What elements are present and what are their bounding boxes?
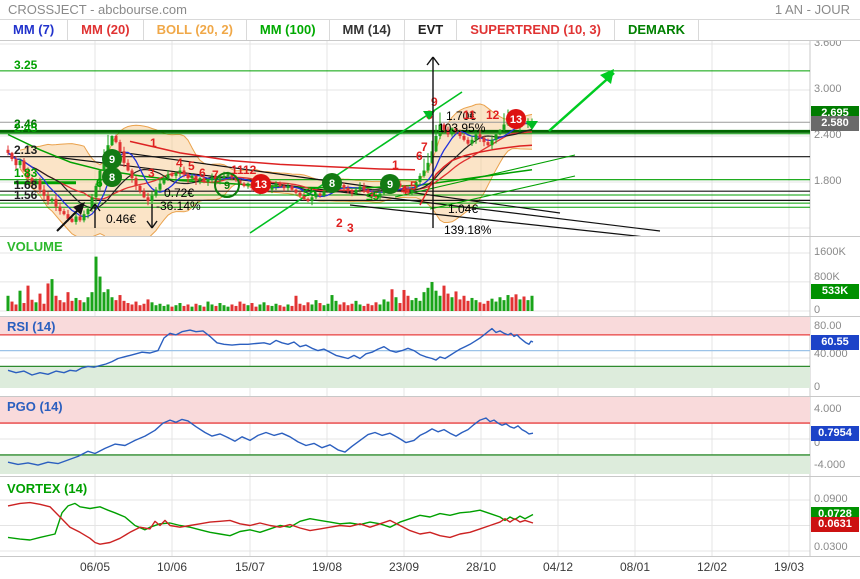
svg-text:1.04€: 1.04€ bbox=[448, 202, 478, 216]
svg-text:≤5: ≤5 bbox=[303, 185, 317, 199]
svg-text:13: 13 bbox=[510, 114, 522, 126]
legend-item-supertrend-10-3[interactable]: SUPERTREND (10, 3) bbox=[457, 20, 615, 40]
svg-text:7: 7 bbox=[421, 140, 428, 154]
legend-item-mm-20[interactable]: MM (20) bbox=[68, 20, 144, 40]
svg-text:3: 3 bbox=[148, 166, 155, 180]
svg-text:11: 11 bbox=[463, 108, 476, 122]
svg-text:11: 11 bbox=[231, 163, 244, 177]
legend-item-mm-14[interactable]: MM (14) bbox=[330, 20, 405, 40]
svg-text:3: 3 bbox=[347, 221, 354, 235]
svg-text:9: 9 bbox=[109, 154, 115, 166]
svg-text:4: 4 bbox=[176, 156, 183, 170]
svg-text:0.72€: 0.72€ bbox=[164, 186, 194, 200]
svg-text:1: 1 bbox=[392, 158, 399, 172]
svg-text:0.46€: 0.46€ bbox=[106, 212, 136, 226]
svg-text:2: 2 bbox=[336, 216, 343, 230]
legend-item-demark[interactable]: DEMARK bbox=[615, 20, 700, 40]
svg-text:-36.14%: -36.14% bbox=[156, 199, 201, 213]
svg-text:139.18%: 139.18% bbox=[444, 223, 492, 237]
svg-text:9: 9 bbox=[224, 180, 230, 192]
indicator-legend: MM (7) MM (20) BOLL (20, 2) MM (100) MM (14)… bbox=[0, 19, 860, 41]
svg-text:6: 6 bbox=[416, 149, 423, 163]
legend-item-boll-20-2[interactable]: BOLL (20, 2) bbox=[144, 20, 247, 40]
svg-text:5: 5 bbox=[410, 179, 417, 193]
svg-text:1.70€: 1.70€ bbox=[446, 109, 476, 123]
svg-text:103.95%: 103.95% bbox=[438, 121, 486, 135]
svg-text:8: 8 bbox=[109, 172, 115, 184]
svg-text:7: 7 bbox=[212, 168, 219, 182]
legend-item-mm-100[interactable]: MM (100) bbox=[247, 20, 330, 40]
svg-text:8: 8 bbox=[329, 178, 335, 190]
legend-item-evt[interactable]: EVT bbox=[405, 20, 458, 40]
svg-text:9: 9 bbox=[387, 179, 393, 191]
svg-text:5: 5 bbox=[188, 159, 195, 173]
svg-text:≤5: ≤5 bbox=[366, 189, 380, 203]
svg-text:9: 9 bbox=[431, 95, 438, 109]
svg-text:12: 12 bbox=[486, 108, 500, 122]
svg-text:12: 12 bbox=[243, 163, 257, 177]
legend-item-mm-7[interactable]: MM (7) bbox=[0, 20, 69, 40]
svg-text:6: 6 bbox=[96, 176, 103, 190]
svg-text:4: 4 bbox=[401, 183, 408, 197]
svg-text:13: 13 bbox=[255, 179, 267, 191]
svg-text:1: 1 bbox=[150, 136, 157, 150]
svg-text:6: 6 bbox=[199, 166, 206, 180]
